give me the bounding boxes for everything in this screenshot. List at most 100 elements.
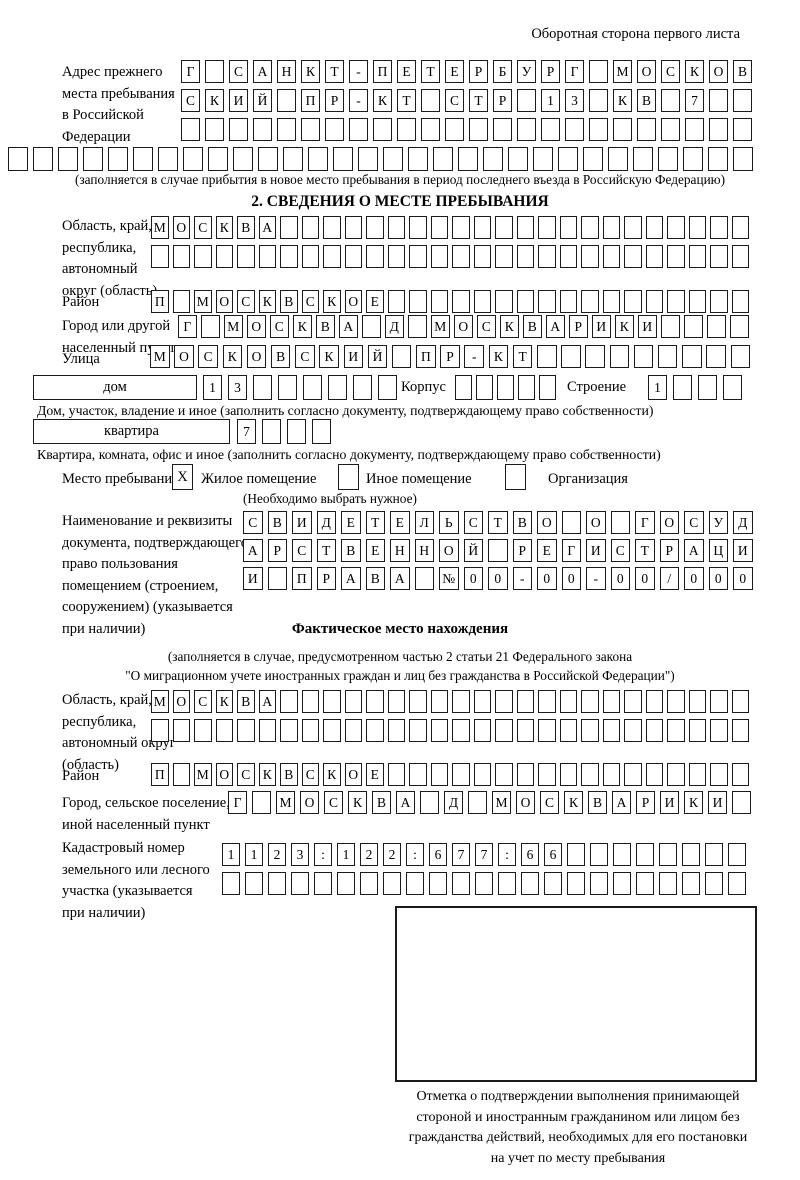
char-cell bbox=[201, 315, 220, 338]
char-cell: О bbox=[247, 315, 266, 338]
char-cell bbox=[710, 763, 728, 786]
char-cell: М bbox=[151, 690, 169, 713]
char-cell: И bbox=[586, 539, 606, 562]
char-cell: П bbox=[151, 290, 169, 313]
char-cell bbox=[602, 763, 620, 786]
char-cell bbox=[590, 872, 608, 895]
char-cell bbox=[708, 147, 728, 171]
stamp-box bbox=[395, 906, 757, 1082]
char-cell: О bbox=[537, 511, 557, 534]
char-cell bbox=[731, 763, 749, 786]
char-cell: К bbox=[500, 315, 519, 338]
char-cell: № bbox=[439, 567, 459, 590]
char-cell bbox=[262, 419, 281, 444]
char-cell bbox=[409, 719, 427, 742]
char-cell bbox=[258, 147, 278, 171]
char-cell bbox=[452, 290, 470, 313]
char-cell bbox=[287, 419, 306, 444]
char-cell: 2 bbox=[360, 843, 378, 866]
char-cell bbox=[657, 345, 678, 368]
char-cell: К bbox=[615, 315, 634, 338]
char-cell bbox=[194, 719, 212, 742]
char-cell: 0 bbox=[635, 567, 655, 590]
char-cell: Т bbox=[397, 89, 416, 112]
char-cell: В bbox=[523, 315, 542, 338]
char-cell bbox=[430, 216, 448, 239]
char-cell bbox=[387, 719, 405, 742]
char-cell bbox=[172, 290, 190, 313]
char-cell bbox=[366, 245, 384, 268]
char-cell bbox=[387, 690, 405, 713]
char-cell bbox=[538, 290, 556, 313]
char-cell: А bbox=[258, 690, 276, 713]
char-cell: Г bbox=[181, 60, 200, 83]
prev-address-row-3 bbox=[181, 118, 752, 141]
char-cell: В bbox=[365, 567, 385, 590]
char-cell bbox=[602, 719, 620, 742]
char-cell bbox=[658, 147, 678, 171]
char-cell bbox=[659, 872, 677, 895]
char-cell: К bbox=[215, 216, 233, 239]
char-cell bbox=[559, 719, 577, 742]
char-cell bbox=[538, 763, 556, 786]
stroenie-label: Строение bbox=[567, 379, 627, 395]
char-cell bbox=[581, 690, 599, 713]
char-cell bbox=[538, 245, 556, 268]
char-cell bbox=[538, 216, 556, 239]
char-cell bbox=[723, 375, 742, 400]
char-cell bbox=[151, 245, 169, 268]
char-cell bbox=[344, 245, 362, 268]
char-cell bbox=[301, 719, 319, 742]
char-cell: О bbox=[344, 763, 362, 786]
char-cell: 1 bbox=[541, 89, 560, 112]
char-cell: О bbox=[215, 763, 233, 786]
char-cell bbox=[455, 375, 472, 400]
char-cell bbox=[590, 843, 608, 866]
korpus-label: Корпус bbox=[401, 379, 446, 395]
char-cell: / bbox=[659, 567, 679, 590]
char-cell bbox=[682, 872, 700, 895]
char-cell: Р bbox=[541, 60, 560, 83]
char-cell bbox=[508, 147, 528, 171]
char-cell bbox=[581, 719, 599, 742]
char-cell bbox=[108, 147, 128, 171]
place-type-label: Место пребывания: bbox=[62, 471, 183, 487]
char-cell: П bbox=[301, 89, 320, 112]
char-cell: С bbox=[270, 315, 289, 338]
char-cell bbox=[624, 245, 642, 268]
char-cell bbox=[533, 147, 553, 171]
char-cell: О bbox=[172, 216, 190, 239]
char-cell bbox=[308, 147, 328, 171]
char-cell: С bbox=[243, 511, 263, 534]
char-cell: В bbox=[372, 791, 391, 814]
char-cell bbox=[645, 763, 663, 786]
char-cell: Т bbox=[316, 539, 336, 562]
char-cell: Т bbox=[365, 511, 385, 534]
char-cell bbox=[408, 147, 428, 171]
char-cell bbox=[387, 290, 405, 313]
char-cell bbox=[559, 216, 577, 239]
char-cell: В bbox=[316, 315, 335, 338]
char-cell bbox=[688, 245, 706, 268]
char-cell bbox=[732, 791, 751, 814]
char-cell: С bbox=[540, 791, 559, 814]
char-cell bbox=[516, 290, 534, 313]
char-cell: И bbox=[292, 511, 312, 534]
char-cell bbox=[733, 118, 752, 141]
char-cell bbox=[430, 719, 448, 742]
char-cell bbox=[301, 245, 319, 268]
char-cell bbox=[373, 118, 392, 141]
char-cell bbox=[633, 147, 653, 171]
char-cell bbox=[559, 245, 577, 268]
char-cell: С bbox=[292, 539, 312, 562]
actual-region-row-2 bbox=[151, 719, 749, 742]
checkbox-residential: X bbox=[172, 464, 193, 490]
char-cell bbox=[667, 763, 685, 786]
char-cell: Б bbox=[493, 60, 512, 83]
char-cell bbox=[613, 843, 631, 866]
char-cell bbox=[637, 118, 656, 141]
